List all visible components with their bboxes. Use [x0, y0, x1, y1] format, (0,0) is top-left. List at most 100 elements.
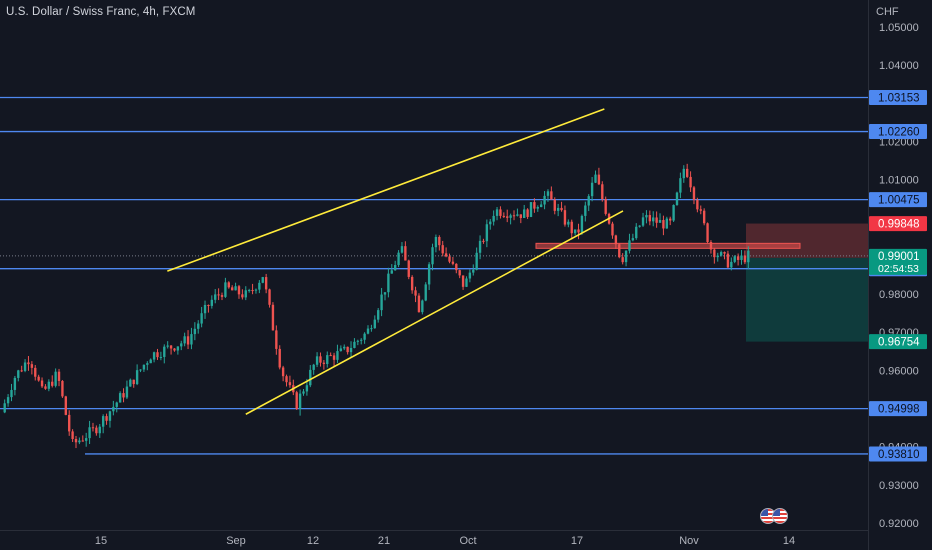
interval-label: 4h [142, 6, 156, 18]
candle-body [217, 294, 220, 296]
candle-body [441, 245, 444, 254]
candle [343, 344, 346, 351]
candle [736, 253, 740, 266]
level-price-tag-text: 1.00475 [878, 195, 920, 207]
candle [455, 263, 458, 274]
candle [186, 330, 190, 350]
candle [210, 295, 214, 309]
candle-body [264, 277, 268, 290]
candle [156, 348, 159, 360]
candle-body [489, 221, 492, 225]
candle [424, 282, 427, 302]
candle [349, 341, 353, 358]
candle [706, 222, 709, 244]
candle [285, 374, 288, 387]
candle-body [669, 218, 672, 221]
candle-body [78, 440, 81, 443]
candle [71, 429, 74, 443]
candle [451, 256, 455, 266]
candle-body [302, 391, 305, 394]
level-price-tag-text: 0.94998 [878, 404, 920, 416]
candle-body [37, 376, 40, 381]
stop-price-tag-bg [869, 216, 927, 232]
candle [414, 286, 417, 303]
candle-body [635, 226, 638, 239]
candles-group [3, 163, 750, 449]
candle-body [74, 438, 78, 443]
target-price-tag-text: 0.96754 [878, 337, 920, 349]
candle-body [587, 196, 590, 206]
candle-body [590, 182, 594, 197]
candle-body [492, 215, 495, 222]
candle [241, 289, 244, 300]
candle-body [672, 205, 675, 221]
candle [702, 208, 706, 226]
candle [489, 218, 492, 230]
candle-body [431, 247, 434, 265]
candle-body [719, 252, 723, 256]
candle [730, 257, 733, 271]
candle [227, 281, 230, 289]
candle-body [601, 184, 604, 200]
candle-body [343, 346, 346, 349]
candle-body [685, 168, 689, 177]
candle [733, 255, 736, 264]
candle [360, 338, 363, 345]
candle-body [118, 393, 122, 403]
candle [614, 234, 618, 249]
candle-body [346, 346, 349, 353]
channel-line-lower [245, 210, 624, 415]
candle-body [628, 240, 631, 251]
candle [278, 345, 281, 370]
candle [438, 235, 441, 251]
candle [444, 247, 448, 258]
candle-body [23, 362, 27, 371]
candle-body [485, 224, 489, 242]
candle [132, 379, 135, 388]
candle-body [730, 261, 733, 268]
candle-body [373, 319, 376, 329]
candle [543, 190, 546, 210]
candle [699, 205, 702, 215]
candle [397, 250, 400, 268]
candle-body [516, 214, 519, 216]
candle-body [645, 215, 648, 218]
candle [377, 308, 380, 323]
candle [78, 437, 81, 445]
candle-body [427, 264, 431, 285]
candle-body [461, 275, 465, 287]
candle-body [533, 202, 536, 209]
candle-body [271, 304, 275, 331]
candle [685, 163, 689, 179]
candle [51, 375, 54, 388]
candle-body [10, 389, 13, 398]
level-price-tag-text: 0.93810 [878, 449, 920, 461]
candle [380, 287, 383, 317]
take-profit-zone [746, 257, 868, 342]
candle [726, 250, 730, 269]
candle-body [512, 215, 516, 217]
economic-events[interactable] [760, 508, 788, 524]
candle [709, 240, 713, 254]
candle [502, 212, 506, 218]
candle-body [655, 217, 658, 223]
candle [363, 332, 366, 344]
candle-body [400, 246, 404, 253]
candle [247, 288, 251, 293]
candle-body [723, 252, 726, 254]
us-flag-icon[interactable] [772, 508, 788, 524]
candle-body [624, 250, 628, 263]
candle-body [332, 355, 336, 360]
candle-body [573, 229, 577, 234]
candle [682, 165, 685, 183]
candle [322, 359, 326, 370]
candle-body [356, 340, 360, 342]
candle-body [261, 277, 264, 283]
candle-body [64, 396, 68, 415]
candle-body [713, 249, 716, 258]
candle-body [34, 367, 37, 377]
candle [431, 243, 434, 271]
candle [288, 375, 292, 388]
